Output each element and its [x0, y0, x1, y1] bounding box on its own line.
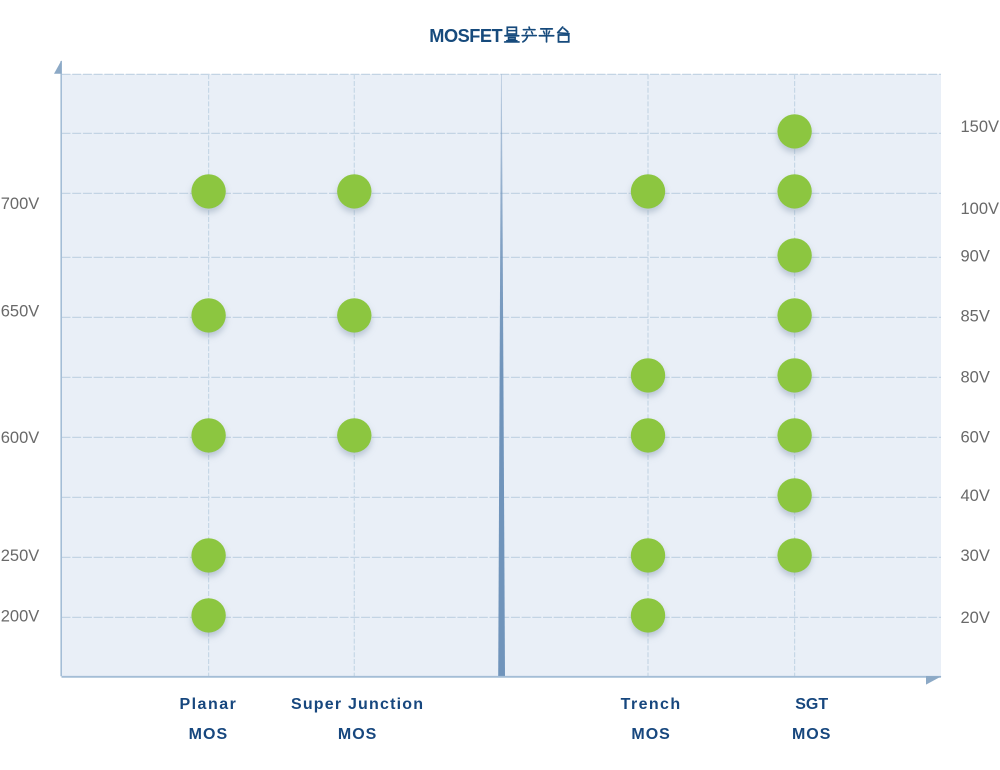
svg-text:40V: 40V	[961, 487, 990, 505]
svg-text:600V: 600V	[1, 429, 40, 447]
svg-text:MOS: MOS	[189, 726, 228, 743]
svg-text:Super Junction: Super Junction	[291, 696, 424, 713]
svg-text:MOS: MOS	[631, 726, 670, 743]
svg-text:20V: 20V	[961, 609, 990, 627]
svg-text:200V: 200V	[1, 608, 40, 626]
svg-text:SGT: SGT	[795, 696, 828, 713]
svg-text:700V: 700V	[1, 195, 40, 213]
svg-text:MOS: MOS	[338, 726, 377, 743]
svg-text:MOS: MOS	[792, 726, 831, 743]
svg-text:100V: 100V	[961, 200, 1000, 218]
svg-text:80V: 80V	[961, 369, 990, 387]
svg-text:250V: 250V	[1, 547, 40, 565]
svg-text:85V: 85V	[961, 308, 990, 326]
svg-text:90V: 90V	[961, 248, 990, 266]
svg-text:30V: 30V	[961, 547, 990, 565]
svg-text:60V: 60V	[961, 429, 990, 447]
svg-text:Trench: Trench	[621, 696, 682, 713]
svg-text:MOSFET: MOSFET	[429, 26, 502, 46]
svg-text:650V: 650V	[1, 303, 40, 321]
svg-text:Planar: Planar	[179, 696, 237, 713]
svg-text:150V: 150V	[961, 118, 1000, 136]
